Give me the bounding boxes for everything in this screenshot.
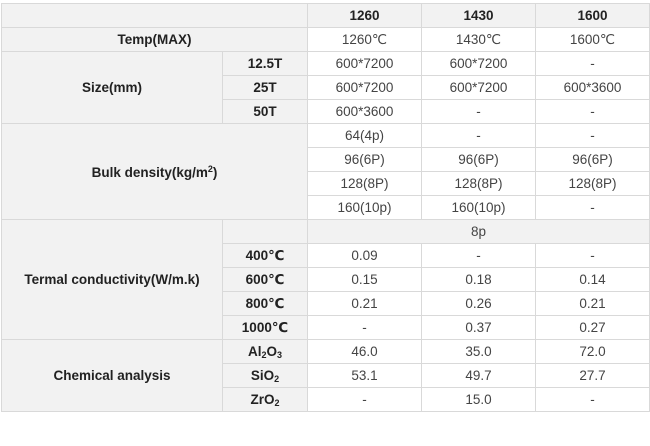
size-sub-label: 12.5T — [222, 51, 308, 76]
density-value: 64(4p) — [307, 123, 422, 148]
conductivity-value: - — [535, 243, 650, 268]
formula-subscript: 2 — [274, 397, 280, 408]
header-1260: 1260 — [307, 3, 422, 28]
conductivity-sub-label: 600℃ — [222, 267, 308, 292]
size-value: 600*3600 — [307, 99, 422, 124]
formula-part: O — [266, 343, 277, 359]
conductivity-sub-label: 800℃ — [222, 291, 308, 316]
density-label-close: ) — [212, 164, 218, 180]
chemical-formula-al2o3: Al2O3 — [222, 339, 308, 364]
chemical-value: 49.7 — [421, 363, 536, 388]
size-value: 600*7200 — [307, 75, 422, 100]
chemical-row: SiO2 53.1 49.7 27.7 — [2, 363, 650, 388]
size-value: 600*7200 — [421, 75, 536, 100]
conductivity-row: 400℃ 0.09 - - — [2, 243, 650, 268]
chemical-value: 27.7 — [535, 363, 650, 388]
conductivity-blank — [222, 219, 308, 244]
formula-part: ZrO — [250, 391, 275, 407]
conductivity-value: 0.27 — [535, 315, 650, 340]
conductivity-value: 0.21 — [535, 291, 650, 316]
header-blank — [1, 3, 308, 28]
size-row: 50T 600*3600 - - — [2, 99, 650, 124]
conductivity-value: - — [421, 243, 536, 268]
conductivity-sub-label: 1000℃ — [222, 315, 308, 340]
density-row: Bulk density(kg/m2) 64(4p) - - — [1, 123, 650, 220]
formula-subscript: 2 — [261, 349, 267, 360]
conductivity-label: Termal conductivity(W/m.k) — [1, 219, 223, 340]
density-value: 96(6P) — [421, 147, 536, 172]
size-value: 600*7200 — [421, 51, 536, 76]
chemical-row: ZrO2 - 15.0 - — [2, 387, 650, 412]
chemical-formula-sio2: SiO2 — [222, 363, 308, 388]
density-value: 128(8P) — [535, 171, 650, 196]
chemical-value: 15.0 — [421, 387, 536, 412]
density-label-text: Bulk density(kg/m — [91, 164, 208, 180]
density-value: 96(6P) — [535, 147, 650, 172]
density-row: 128(8P) 128(8P) 128(8P) — [2, 171, 650, 196]
density-value: - — [535, 123, 650, 148]
conductivity-sub-label: 400℃ — [222, 243, 308, 268]
conductivity-value: 0.14 — [535, 267, 650, 292]
chemical-formula-zro2: ZrO2 — [222, 387, 308, 412]
density-value: 160(10p) — [421, 195, 536, 220]
formula-part: SiO — [250, 367, 275, 383]
size-value: 600*7200 — [307, 51, 422, 76]
spec-table: 1260 1430 1600 Temp(MAX) 1260℃ 1430℃ 160… — [1, 3, 650, 412]
density-value: - — [535, 195, 650, 220]
conductivity-value: 0.21 — [307, 291, 422, 316]
size-value: 600*3600 — [535, 75, 650, 100]
formula-subscript: 2 — [274, 373, 280, 384]
conductivity-value: 0.15 — [307, 267, 422, 292]
header-1430: 1430 — [421, 3, 536, 28]
conductivity-row: 1000℃ - 0.37 0.27 — [2, 315, 650, 340]
density-row: 96(6P) 96(6P) 96(6P) — [2, 147, 650, 172]
density-row: 160(10p) 160(10p) - — [2, 195, 650, 220]
density-value: - — [421, 123, 536, 148]
chemical-value: 72.0 — [535, 339, 650, 364]
density-value: 96(6P) — [307, 147, 422, 172]
temp-1600: 1600℃ — [535, 27, 650, 52]
chemical-value: 35.0 — [421, 339, 536, 364]
conductivity-row: Termal conductivity(W/m.k) 8p — [1, 219, 650, 340]
conductivity-value: 0.26 — [421, 291, 536, 316]
size-label: Size(mm) — [1, 51, 223, 124]
size-value: - — [535, 51, 650, 76]
temp-1260: 1260℃ — [307, 27, 422, 52]
chemical-value: - — [535, 387, 650, 412]
chemical-value: 53.1 — [307, 363, 422, 388]
conductivity-value: 0.37 — [421, 315, 536, 340]
size-sub-label: 50T — [222, 99, 308, 124]
size-row: Size(mm) 12.5T 600*7200 600*7200 - — [1, 51, 650, 124]
density-value: 128(8P) — [421, 171, 536, 196]
temp-row: Temp(MAX) 1260℃ 1430℃ 1600℃ — [1, 27, 650, 52]
chemical-value: - — [307, 387, 422, 412]
chemical-row: Chemical analysis Al2O3 46.0 35.0 72.0 — [1, 339, 650, 412]
chemical-value: 46.0 — [307, 339, 422, 364]
chemical-label: Chemical analysis — [1, 339, 223, 412]
density-value: 160(10p) — [307, 195, 422, 220]
density-label-sup: 2 — [207, 163, 213, 174]
size-row: 25T 600*7200 600*7200 600*3600 — [2, 75, 650, 100]
conductivity-value: - — [307, 315, 422, 340]
size-value: - — [421, 99, 536, 124]
header-row: 1260 1430 1600 — [1, 3, 650, 28]
formula-part: Al — [247, 343, 262, 359]
conductivity-span-note: 8p — [307, 219, 650, 244]
density-value: 128(8P) — [307, 171, 422, 196]
size-sub-label: 25T — [222, 75, 308, 100]
temp-label: Temp(MAX) — [1, 27, 308, 52]
formula-subscript: 3 — [277, 349, 283, 360]
conductivity-value: 0.09 — [307, 243, 422, 268]
temp-1430: 1430℃ — [421, 27, 536, 52]
size-value: - — [535, 99, 650, 124]
header-1600: 1600 — [535, 3, 650, 28]
conductivity-value: 0.18 — [421, 267, 536, 292]
density-label: Bulk density(kg/m2) — [1, 123, 308, 220]
